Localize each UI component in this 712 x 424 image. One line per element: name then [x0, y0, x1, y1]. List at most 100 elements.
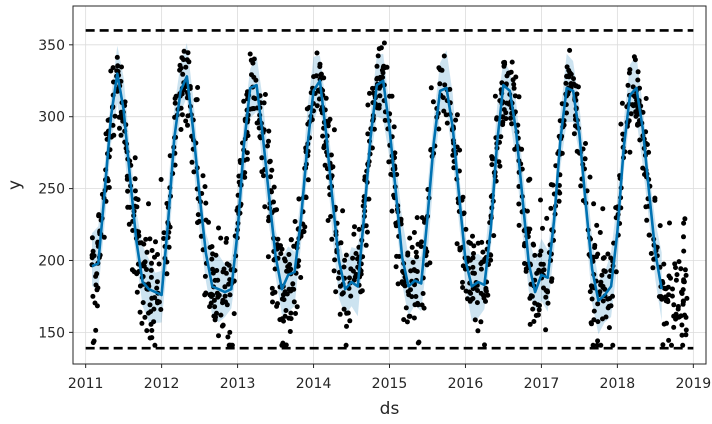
observed-point — [606, 325, 612, 331]
observed-point — [538, 248, 544, 254]
observed-point — [203, 200, 209, 206]
observed-point — [633, 113, 639, 119]
observed-point — [122, 99, 128, 105]
observed-point — [556, 198, 562, 204]
observed-point — [668, 275, 673, 281]
observed-point — [470, 233, 475, 239]
observed-point — [218, 235, 224, 241]
y-axis-ticks: 150 200 250 300 350 — [38, 38, 73, 341]
observed-point — [673, 277, 679, 283]
observed-point — [523, 266, 529, 272]
observed-point — [166, 244, 172, 250]
observed-point — [391, 124, 397, 130]
observed-point — [331, 268, 337, 274]
observed-point — [341, 264, 347, 270]
observed-point — [548, 182, 554, 188]
observed-point — [125, 188, 131, 194]
observed-point — [680, 298, 686, 304]
observed-point — [480, 249, 486, 255]
observed-point — [332, 257, 338, 263]
observed-point — [318, 71, 324, 77]
observed-point — [251, 95, 257, 101]
observed-point — [440, 95, 446, 101]
observed-point — [374, 63, 380, 69]
y-tick-label: 200 — [38, 253, 65, 269]
observed-point — [512, 146, 518, 152]
observed-point — [227, 329, 233, 335]
observed-point — [271, 184, 277, 190]
observed-point — [681, 220, 687, 226]
observed-point — [142, 259, 148, 265]
observed-point — [214, 290, 220, 296]
observed-point — [202, 273, 208, 279]
observed-point — [365, 102, 371, 108]
observed-point — [657, 223, 663, 229]
observed-point — [660, 342, 666, 348]
observed-point — [250, 60, 256, 66]
observed-point — [594, 222, 600, 228]
observed-point — [676, 259, 682, 265]
observed-point — [293, 311, 298, 316]
observed-point — [675, 306, 681, 312]
observed-point — [272, 289, 278, 295]
observed-point — [468, 240, 473, 246]
observed-point — [338, 240, 344, 246]
observed-point — [414, 215, 420, 221]
observed-point — [661, 261, 667, 267]
observed-point — [508, 115, 514, 121]
observed-point — [413, 249, 419, 255]
observed-point — [195, 220, 200, 226]
observed-point — [671, 313, 677, 319]
observed-point — [222, 293, 228, 299]
observed-point — [549, 278, 554, 284]
observed-point — [460, 279, 465, 285]
observed-point — [478, 319, 484, 325]
observed-point — [284, 268, 290, 274]
observed-point — [223, 270, 229, 276]
observed-point — [413, 294, 419, 299]
observed-point — [181, 48, 187, 54]
observed-point — [142, 314, 148, 320]
observed-point — [588, 320, 594, 326]
observed-point — [222, 284, 228, 290]
observed-point — [503, 110, 509, 116]
observed-point — [178, 127, 184, 132]
observed-point — [395, 281, 401, 287]
observed-point — [364, 229, 370, 235]
observed-point — [266, 138, 271, 144]
observed-point — [208, 291, 214, 297]
observed-point — [223, 239, 229, 245]
observed-point — [680, 287, 686, 293]
observed-point — [358, 289, 364, 295]
observed-point — [180, 71, 186, 77]
observed-point — [220, 297, 226, 303]
observed-point — [132, 176, 138, 182]
observed-point — [212, 317, 218, 323]
observed-point — [279, 246, 285, 252]
observed-point — [437, 81, 443, 87]
observed-point — [148, 267, 154, 273]
observed-point — [471, 251, 476, 256]
observed-point — [532, 252, 538, 258]
observed-point — [478, 261, 484, 267]
observed-point — [202, 184, 208, 190]
observed-point — [501, 60, 507, 66]
observed-point — [317, 61, 323, 67]
observed-point — [210, 266, 215, 272]
observed-point — [444, 120, 450, 126]
observed-point — [681, 234, 686, 240]
observed-point — [304, 106, 310, 112]
observed-point — [262, 204, 268, 210]
observed-point — [381, 40, 387, 46]
observed-point — [374, 105, 380, 111]
observed-point — [485, 292, 491, 298]
observed-point — [643, 96, 649, 101]
observed-point — [509, 121, 515, 127]
observed-point — [161, 230, 167, 236]
observed-point — [419, 302, 425, 308]
observed-point — [356, 226, 362, 232]
observed-point — [679, 332, 685, 338]
observed-point — [281, 297, 287, 303]
observed-point — [278, 251, 284, 257]
observed-point — [209, 256, 215, 262]
